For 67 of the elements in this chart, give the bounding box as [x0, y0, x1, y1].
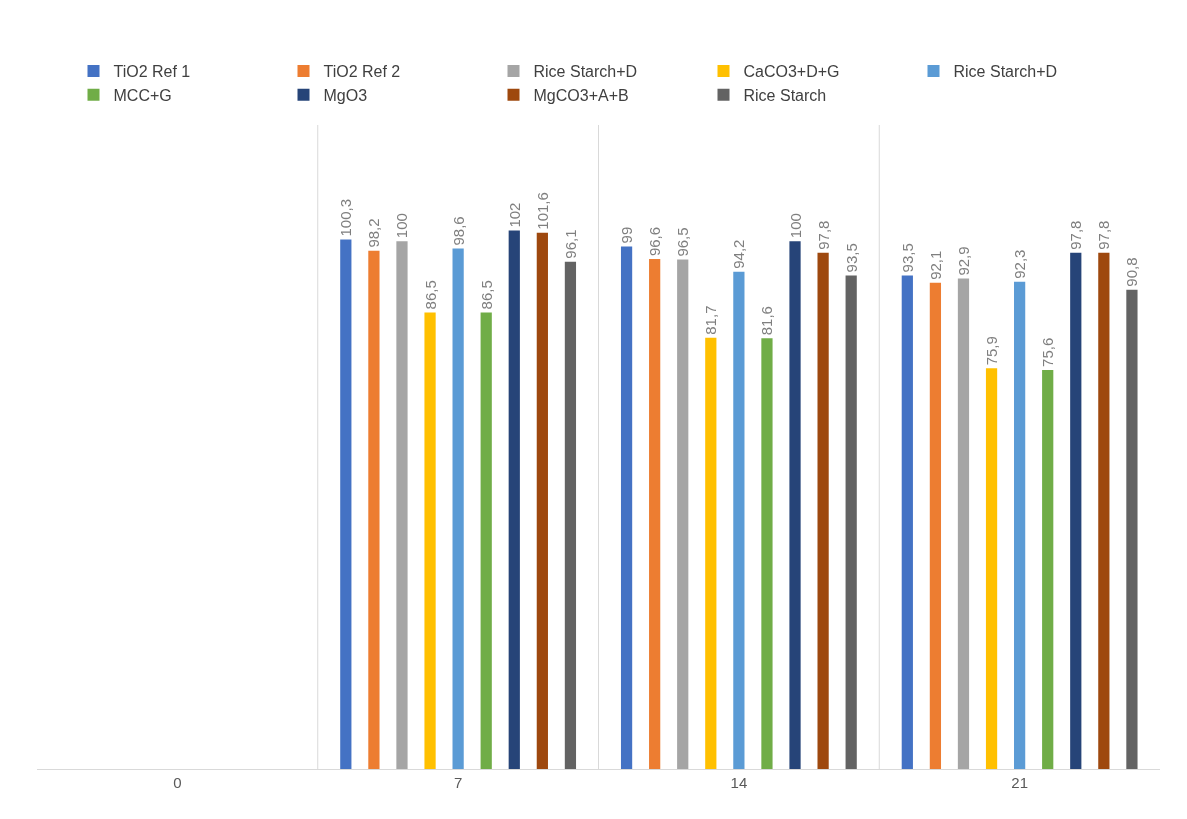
data-label: 93,5: [842, 243, 860, 273]
x-tick-label: 7: [453, 774, 463, 791]
data-label: 98,2: [365, 218, 383, 248]
data-label: 101,6: [533, 192, 551, 230]
data-label: 100: [786, 213, 804, 239]
legend-label: MgO3: [323, 87, 368, 105]
data-label: 97,8: [814, 220, 832, 250]
bar: [845, 275, 857, 769]
bar: [677, 259, 689, 769]
data-label: 92,9: [954, 246, 972, 276]
bar: [1014, 281, 1026, 769]
data-label: 86,5: [477, 280, 495, 310]
data-label: 96,1: [561, 229, 579, 259]
bar: [985, 368, 998, 769]
data-label: 75,9: [983, 336, 1001, 366]
bar: [705, 337, 717, 769]
data-label: 92,1: [926, 250, 944, 280]
data-label: 98,6: [449, 216, 467, 246]
data-label: 86,5: [421, 280, 439, 310]
data-label: 97,8: [1067, 220, 1085, 250]
bar: [368, 250, 380, 769]
data-label: 75,6: [1039, 337, 1057, 367]
bar: [649, 259, 661, 769]
bar: [1070, 252, 1082, 769]
bar: [480, 312, 492, 769]
legend-label: TiO2 Ref 2: [323, 63, 401, 81]
x-tick-label: 14: [730, 774, 748, 791]
data-label: 99: [618, 226, 636, 244]
bar: [508, 230, 520, 769]
data-label: 92,3: [1011, 249, 1029, 279]
bar: [1126, 289, 1138, 769]
legend-label: TiO2 Ref 1: [113, 63, 191, 81]
legend-label: Rice Starch+D: [953, 63, 1058, 81]
bar: [424, 312, 436, 769]
bar: [901, 275, 913, 769]
data-label: 102: [505, 202, 523, 228]
x-tick-label: 21: [1011, 774, 1028, 791]
bar: [733, 271, 745, 769]
bar: [1042, 369, 1054, 769]
bar: [340, 239, 352, 769]
legend-label: MCC+G: [113, 87, 172, 105]
data-label: 96,5: [674, 227, 692, 257]
data-label: 81,6: [758, 306, 776, 336]
bar: [929, 282, 942, 769]
bar: [761, 338, 773, 769]
bar: [789, 241, 801, 769]
data-label: 100,3: [337, 199, 355, 237]
legend-label: Rice Starch+D: [533, 63, 638, 81]
legend-label: CaCO3+D+G: [743, 63, 840, 81]
data-label: 100: [393, 213, 411, 239]
bar: [536, 232, 548, 769]
bar: [817, 252, 829, 769]
bar: [620, 246, 633, 769]
data-label: 94,2: [730, 239, 748, 269]
data-label: 93,5: [898, 243, 916, 273]
bar: [396, 241, 408, 769]
data-label: 97,8: [1095, 220, 1113, 250]
legend-label: Rice Starch: [743, 87, 827, 105]
data-label: 90,8: [1123, 257, 1141, 287]
bar: [564, 261, 577, 769]
legend-label: MgCO3+A+B: [533, 87, 629, 105]
x-tick-label: 0: [173, 774, 182, 791]
bar: [957, 278, 970, 769]
bar: [1098, 252, 1110, 769]
bar: [452, 248, 464, 769]
data-label: 96,6: [646, 226, 664, 257]
data-label: 81,7: [702, 305, 720, 335]
